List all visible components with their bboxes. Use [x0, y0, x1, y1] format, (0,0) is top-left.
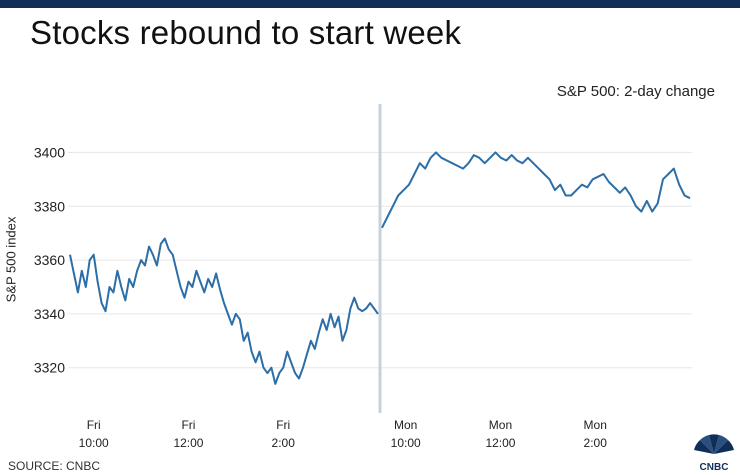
- y-tick-label: 3320: [34, 360, 65, 376]
- y-tick-label: 3340: [34, 306, 65, 322]
- source-note: SOURCE: CNBC: [8, 459, 101, 473]
- x-tick-day: Fri: [181, 418, 195, 432]
- x-tick-time: 10:00: [391, 436, 421, 450]
- x-tick-labels: Fri 10:00 Fri 12:00 Fri 2:00 Mon 10:00 Mon 12:00 M…: [79, 418, 608, 450]
- top-bar: [0, 0, 740, 8]
- x-tick-time: 10:00: [79, 436, 109, 450]
- x-tick-day: Fri: [276, 418, 290, 432]
- page-title: Stocks rebound to start week: [30, 14, 462, 51]
- y-tick-label: 3360: [34, 252, 65, 268]
- series-line-mon: [381, 151, 691, 229]
- x-tick-day: Fri: [87, 418, 101, 432]
- cnbc-peacock-logo: CNBC: [694, 434, 734, 472]
- series-lines: [69, 151, 691, 385]
- x-tick-time: 12:00: [173, 436, 203, 450]
- series-line-fri: [69, 237, 379, 385]
- chart-subtitle: S&P 500: 2-day change: [556, 83, 715, 100]
- x-tick-day: Mon: [394, 418, 417, 432]
- y-tick-labels: 3320 3340 3360 3380 3400: [34, 144, 65, 375]
- y-tick-label: 3380: [34, 198, 65, 214]
- x-tick-day: Mon: [584, 418, 607, 432]
- logo-text: CNBC: [700, 462, 729, 472]
- x-tick-day: Mon: [489, 418, 512, 432]
- x-tick-time: 12:00: [485, 436, 515, 450]
- y-tick-label: 3400: [34, 144, 65, 160]
- x-tick-time: 2:00: [584, 436, 608, 450]
- x-tick-time: 2:00: [272, 436, 296, 450]
